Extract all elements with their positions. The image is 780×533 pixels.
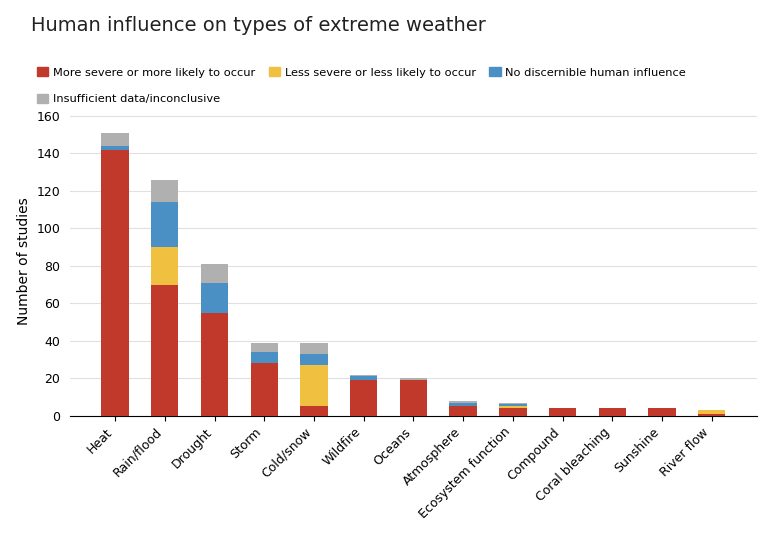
Bar xyxy=(449,401,477,402)
Bar xyxy=(648,408,675,416)
Bar xyxy=(101,150,129,416)
Bar xyxy=(200,282,229,313)
Bar xyxy=(250,364,278,416)
Bar xyxy=(549,408,576,416)
Bar xyxy=(499,406,526,408)
Bar xyxy=(300,365,328,406)
Bar xyxy=(101,146,129,150)
Bar xyxy=(300,343,328,354)
Bar xyxy=(350,375,378,376)
Bar xyxy=(101,133,129,146)
Bar xyxy=(449,406,477,416)
Bar xyxy=(350,376,378,380)
Bar xyxy=(499,408,526,416)
Text: Human influence on types of extreme weather: Human influence on types of extreme weat… xyxy=(31,16,486,35)
Bar xyxy=(300,354,328,365)
Bar xyxy=(151,285,179,416)
Bar xyxy=(151,202,179,247)
Bar xyxy=(151,180,179,202)
Bar xyxy=(200,264,229,282)
Bar xyxy=(449,402,477,406)
Bar xyxy=(399,380,427,416)
Bar xyxy=(499,405,526,406)
Bar xyxy=(250,352,278,364)
Bar xyxy=(300,406,328,416)
Legend: Insufficient data/inconclusive: Insufficient data/inconclusive xyxy=(37,94,220,104)
Legend: More severe or more likely to occur, Less severe or less likely to occur, No dis: More severe or more likely to occur, Les… xyxy=(37,67,686,78)
Bar xyxy=(698,410,725,414)
Bar xyxy=(151,247,179,285)
Bar xyxy=(499,402,526,405)
Bar xyxy=(598,408,626,416)
Bar xyxy=(250,343,278,352)
Bar xyxy=(350,380,378,416)
Bar xyxy=(698,414,725,416)
Bar xyxy=(200,313,229,416)
Bar xyxy=(399,378,427,380)
Y-axis label: Number of studies: Number of studies xyxy=(17,197,31,325)
